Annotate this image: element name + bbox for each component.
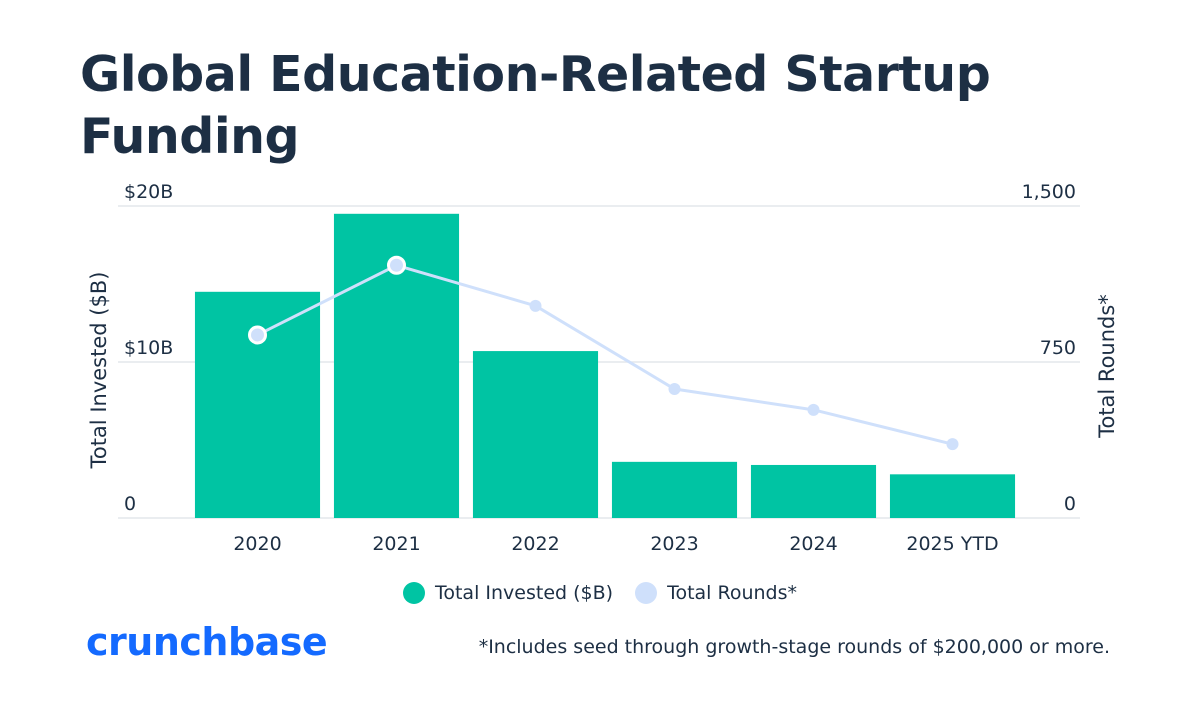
bar-2022[interactable]	[472, 351, 599, 518]
x-tick-label: 2023	[650, 533, 698, 555]
rounds-line-path	[256, 263, 953, 446]
x-tick-label: 2020	[233, 533, 281, 555]
bar-2025-ytd[interactable]	[889, 474, 1016, 518]
y-right-axis-title: Total Rounds*	[1095, 294, 1119, 439]
y-right-tick-label: 1,500	[1022, 181, 1076, 203]
bar-2023[interactable]	[611, 461, 738, 518]
rounds-line	[256, 263, 953, 446]
rounds-point-2022[interactable]	[529, 299, 542, 312]
legend-label-rounds: Total Rounds*	[667, 582, 798, 604]
legend: Total Invested ($B) Total Rounds*	[0, 582, 1200, 604]
rounds-point-2023[interactable]	[668, 383, 681, 396]
x-tick-label: 2022	[511, 533, 559, 555]
legend-label-invested: Total Invested ($B)	[434, 582, 614, 604]
legend-swatch-rounds	[635, 582, 658, 604]
legend-item-rounds[interactable]: Total Rounds*	[635, 582, 797, 604]
rounds-point-2020[interactable]	[248, 325, 267, 345]
crunchbase-logo: crunchbase	[86, 620, 328, 664]
y-left-tick-label: 0	[124, 493, 136, 515]
y-left-tick-label: $10B	[124, 337, 173, 359]
rounds-point-2024[interactable]	[807, 403, 820, 416]
x-tick-label: 2021	[372, 533, 420, 555]
tick-labels: 0 $10B $20B 0 750 1,500 2020 2021 2022 2023 2024 20…	[124, 181, 1076, 555]
x-tick-label: 2025 YTD	[906, 533, 998, 555]
rounds-points	[248, 255, 959, 451]
x-tick-label: 2024	[789, 533, 837, 555]
chart-title: Global Education-Related Startup Funding	[80, 46, 991, 165]
bars	[194, 213, 1016, 519]
y-left-tick-label: $20B	[124, 181, 173, 203]
legend-item-invested[interactable]: Total Invested ($B)	[402, 582, 614, 604]
legend-swatch-invested	[402, 582, 425, 604]
footnote: *Includes seed through growth-stage roun…	[478, 636, 1110, 658]
y-left-axis-title: Total Invested ($B)	[87, 272, 111, 470]
y-right-tick-label: 0	[1064, 493, 1076, 515]
bar-2024[interactable]	[750, 464, 877, 518]
rounds-point-2021[interactable]	[387, 255, 406, 275]
y-right-tick-label: 750	[1040, 337, 1076, 359]
rounds-point-2025-ytd[interactable]	[946, 438, 959, 451]
